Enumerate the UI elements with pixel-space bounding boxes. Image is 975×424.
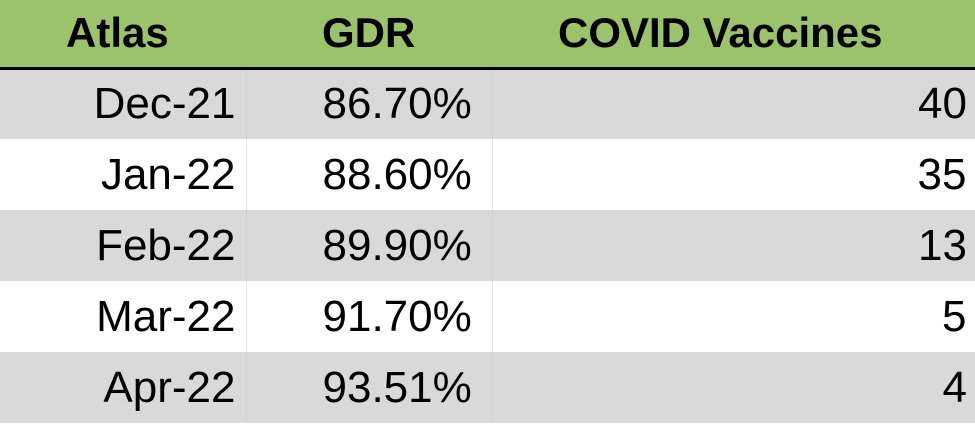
table-row: Mar-22 91.70% 5 [0,281,975,352]
table-row: Dec-21 86.70% 40 [0,68,975,139]
table-row: Apr-22 93.51% 4 [0,352,975,423]
cell-month[interactable]: Dec-21 [0,68,247,139]
table-row: Jan-22 88.60% 35 [0,139,975,210]
cell-gdr[interactable]: 86.70% [246,68,493,139]
cell-month[interactable]: Mar-22 [0,281,247,352]
header-covid-vaccines[interactable]: COVID Vaccines [492,0,975,70]
table-body: Dec-21 86.70% 40 Jan-22 88.60% 35 Feb-22… [0,68,975,423]
cell-month[interactable]: Feb-22 [0,210,247,281]
header-gdr[interactable]: GDR [246,0,492,70]
cell-vaccines[interactable]: 4 [492,352,975,423]
cell-vaccines[interactable]: 35 [492,139,975,210]
cell-vaccines[interactable]: 5 [492,281,975,352]
cell-gdr[interactable]: 91.70% [246,281,493,352]
cell-vaccines[interactable]: 13 [492,210,975,281]
cell-gdr[interactable]: 88.60% [246,139,493,210]
cell-gdr[interactable]: 89.90% [246,210,493,281]
table-row: Feb-22 89.90% 13 [0,210,975,281]
header-row: Atlas GDR COVID Vaccines [0,0,975,70]
table-header: Atlas GDR COVID Vaccines [0,0,975,70]
cell-month[interactable]: Jan-22 [0,139,247,210]
cell-month[interactable]: Apr-22 [0,352,247,423]
cell-vaccines[interactable]: 40 [492,68,975,139]
cell-gdr[interactable]: 93.51% [246,352,493,423]
header-atlas[interactable]: Atlas [0,0,246,70]
